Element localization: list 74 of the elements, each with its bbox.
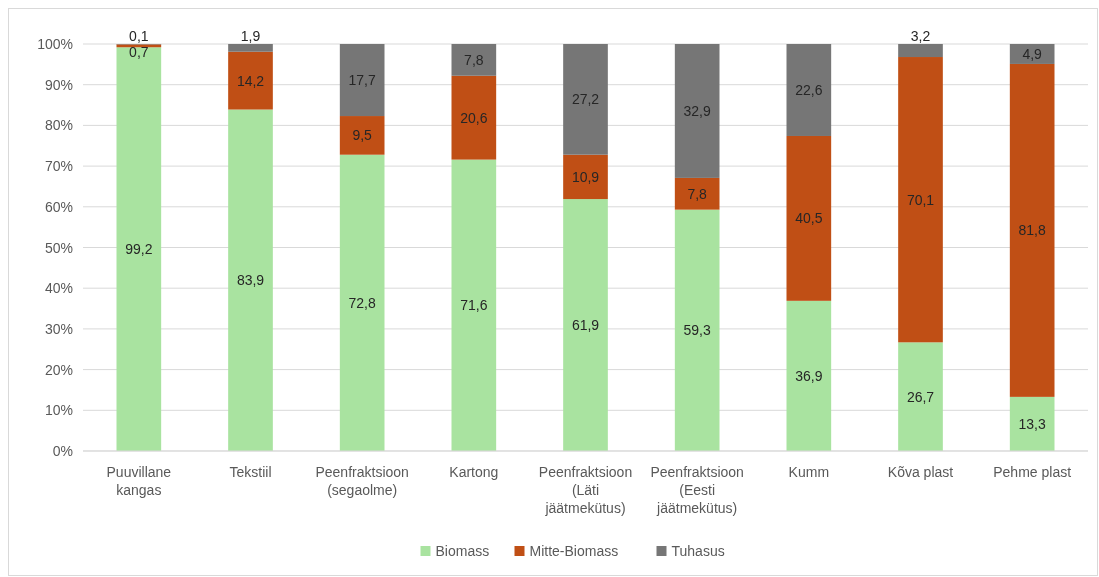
legend-label: Mitte-Biomass (529, 543, 619, 559)
bar (228, 109, 273, 451)
bar (116, 47, 162, 451)
y-tick-label: 80% (44, 117, 73, 134)
data-label: 59,3 (683, 322, 711, 339)
bar (1009, 396, 1055, 451)
data-label: 32,9 (683, 102, 711, 119)
y-tick-label: 70% (44, 158, 73, 175)
bar (1009, 63, 1055, 397)
data-label: 61,9 (571, 317, 600, 334)
y-tick-label: 20% (44, 361, 73, 378)
bar (786, 300, 832, 451)
data-label: 40,5 (795, 210, 823, 227)
bar (674, 44, 720, 178)
data-label: 13,3 (1018, 415, 1046, 432)
data-label: 1,9 (240, 28, 261, 44)
data-label: 0,7 (129, 44, 149, 61)
y-tick-label: 10% (44, 402, 73, 419)
data-label: 70,1 (906, 191, 935, 208)
bar (674, 177, 720, 210)
x-tick-label: Pehme plast (993, 464, 1072, 480)
bar (563, 154, 608, 200)
x-tick-label: Tekstiil (229, 464, 272, 480)
bar (451, 44, 497, 76)
data-label: 9,5 (352, 127, 373, 144)
data-label: 7,8 (464, 51, 484, 68)
y-tick-label: 90% (44, 76, 73, 93)
data-label: 20,6 (460, 109, 488, 126)
data-label: 10,9 (571, 168, 600, 185)
bar (674, 209, 720, 451)
x-tick-label: Kartong (449, 464, 499, 480)
bar (786, 44, 832, 136)
data-label: 3,2 (910, 28, 931, 44)
data-label: 81,8 (1018, 222, 1046, 239)
bar (228, 51, 273, 110)
x-tick-label: Puuvillane kangas (106, 464, 172, 498)
data-label: 99,2 (125, 241, 153, 258)
bar (339, 154, 385, 451)
data-label: 71,6 (460, 297, 488, 314)
y-tick-label: 40% (44, 280, 73, 297)
bar (228, 44, 273, 52)
data-label: 14,2 (236, 72, 265, 89)
bar (786, 135, 832, 301)
x-tick-label: Kumm (788, 464, 830, 480)
bar (339, 116, 385, 155)
data-label: 36,9 (795, 367, 823, 384)
y-tick-label: 30% (44, 320, 73, 337)
x-tick-label: Peenfraktsioon (segaolme) (315, 464, 409, 498)
bar (898, 57, 943, 343)
data-label: 17,7 (348, 72, 376, 89)
bar (898, 44, 943, 58)
bar (451, 159, 497, 451)
bar (563, 44, 608, 155)
data-label: 27,2 (571, 91, 600, 108)
bar (898, 342, 943, 451)
x-tick-label: Peenfraktsioon (Läti jäätmekütus) (538, 464, 633, 516)
data-label: 22,6 (795, 81, 823, 98)
data-label: 83,9 (236, 272, 265, 289)
y-tick-label: 100% (37, 36, 73, 52)
y-tick-label: 0% (52, 443, 73, 459)
legend-label: Tuhasus (671, 543, 725, 559)
x-tick-label: Peenfraktsioon (Eesti jäätmekütus) (650, 464, 744, 516)
data-label: 26,7 (906, 388, 935, 405)
legend-label: Biomass (435, 543, 490, 559)
bar (563, 199, 608, 451)
data-label: 72,8 (348, 294, 376, 311)
data-label: 7,8 (687, 185, 708, 202)
data-label: 0,1 (129, 28, 149, 44)
bar (451, 75, 497, 160)
bar (339, 44, 385, 117)
y-tick-label: 60% (44, 198, 73, 215)
x-tick-label: Kõva plast (887, 464, 954, 480)
y-tick-label: 50% (44, 239, 73, 256)
data-label: 4,9 (1022, 45, 1043, 62)
